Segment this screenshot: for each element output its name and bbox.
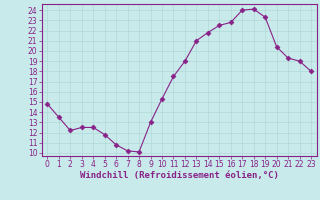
- X-axis label: Windchill (Refroidissement éolien,°C): Windchill (Refroidissement éolien,°C): [80, 171, 279, 180]
